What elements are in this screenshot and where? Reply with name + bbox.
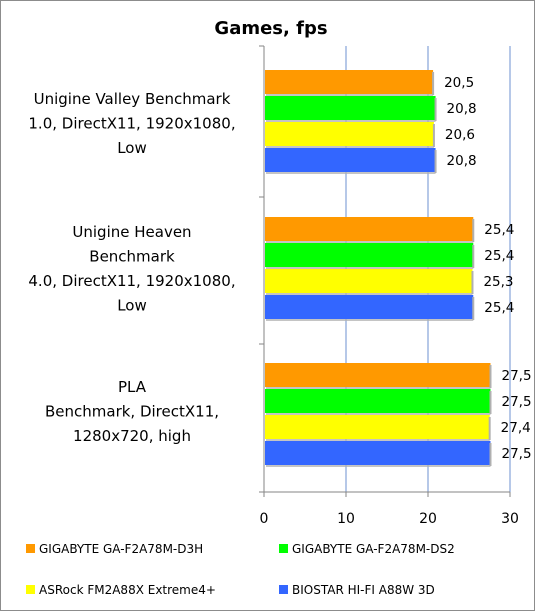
x-tick-label: 10 [337, 511, 355, 527]
data-label: 20,5 [444, 75, 474, 91]
category-label: PLA [118, 378, 147, 396]
category-label: 1280x720, high [73, 427, 191, 445]
bar [265, 441, 491, 465]
category-label: Low [117, 297, 147, 315]
data-label: 20,8 [447, 153, 477, 169]
category-label: Benchmark, DirectX11, [45, 403, 219, 421]
chart-title: Games, fps [214, 18, 327, 39]
legend-label: GIGABYTE GA-F2A78M-D3H [39, 542, 203, 556]
bar [265, 96, 436, 120]
legend-swatch [26, 585, 35, 594]
x-tick-label: 20 [419, 511, 437, 527]
category-label: Unigine Valley Benchmark [34, 90, 231, 108]
data-label: 20,8 [447, 101, 477, 117]
legend-label: GIGABYTE GA-F2A78M-DS2 [292, 542, 455, 556]
data-labels: 20,5 20,8 20,6 20,8 25,4 25,4 25,3 25,4 27,5 27,5… [444, 75, 531, 462]
data-label: 27,5 [502, 368, 532, 384]
data-label: 25,4 [484, 222, 514, 238]
x-tick-label: 30 [501, 511, 519, 527]
legend-swatch [279, 585, 288, 594]
data-label: 25,3 [483, 274, 513, 290]
bar [265, 363, 491, 387]
legend-swatch [26, 544, 35, 553]
data-label: 20,6 [445, 127, 475, 143]
x-tick-label: 0 [260, 511, 269, 527]
legend-label: ASRock FM2A88X Extreme4+ [39, 583, 216, 597]
category-label: 4.0, DirectX11, 1920x1080, [28, 272, 235, 290]
bar [265, 243, 474, 267]
bars [265, 70, 492, 467]
data-label: 27,5 [502, 446, 532, 462]
bar [265, 70, 434, 94]
bar [265, 389, 491, 413]
category-labels: Unigine Valley Benchmark 1.0, DirectX11, … [28, 90, 235, 445]
legend-label: BIOSTAR HI-FI A88W 3D [292, 583, 435, 597]
bar [265, 148, 436, 172]
category-label: 1.0, DirectX11, 1920x1080, [28, 115, 235, 133]
data-label: 27,5 [502, 394, 532, 410]
legend: GIGABYTE GA-F2A78M-D3H GIGABYTE GA-F2A78M… [26, 542, 455, 597]
axes: 0 10 20 30 [259, 45, 519, 527]
category-label: Low [117, 139, 147, 157]
bar [265, 217, 474, 241]
bar [265, 415, 490, 439]
bar [265, 122, 434, 146]
bar [265, 269, 473, 293]
legend-swatch [279, 544, 288, 553]
bar [265, 295, 474, 319]
category-label: Benchmark [89, 248, 175, 266]
category-label: Unigine Heaven [72, 223, 191, 241]
data-label: 25,4 [484, 300, 514, 316]
data-label: 25,4 [484, 248, 514, 264]
data-label: 27,4 [501, 420, 531, 436]
